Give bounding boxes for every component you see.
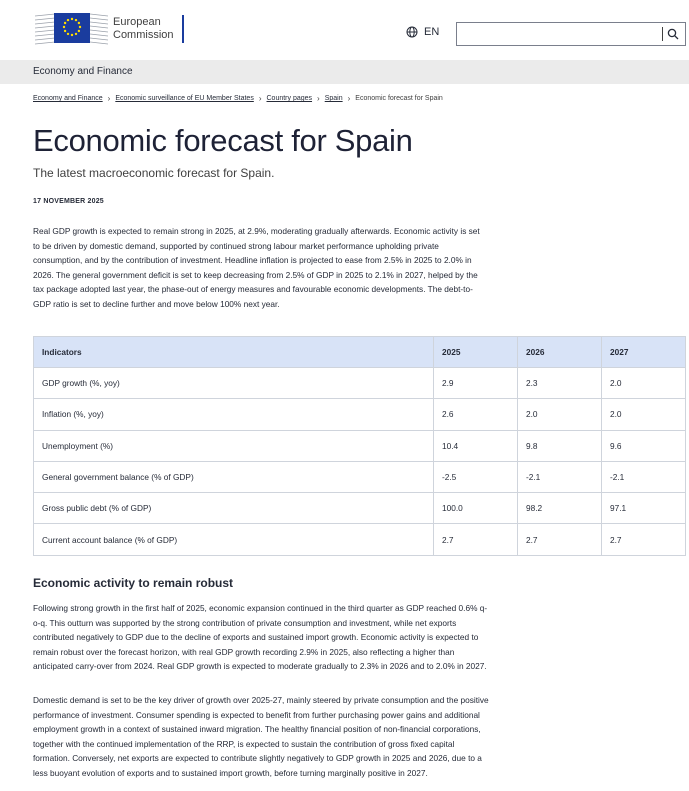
site-name-bar: Economy and Finance [0,60,689,84]
table-row: Current account balance (% of GDP) 2.7 2… [33,523,686,556]
breadcrumb-link-economic-surveillance[interactable]: Economic surveillance of EU Member State… [115,95,254,102]
table-cell: 2.6 [433,398,518,431]
breadcrumb-link-economy-finance[interactable]: Economy and Finance [33,95,103,102]
search-icon[interactable] [667,28,679,40]
table-row: GDP growth (%, yoy) 2.9 2.3 2.0 [33,366,686,400]
table-cell: 100.0 [433,492,518,525]
site-header: European Commission EN [0,0,689,60]
search-divider [662,27,663,41]
section-paragraph-1: Following strong growth in the first hal… [33,603,488,672]
table-header-cell: 2027 [601,336,686,368]
section-heading: Economic activity to remain robust [33,576,234,590]
publication-date: 17 NOVEMBER 2025 [33,198,104,205]
language-label: EN [424,26,440,38]
table-cell: GDP growth (%, yoy) [33,366,434,400]
table-cell: Gross public debt (% of GDP) [33,492,434,525]
section-paragraph-2: Domestic demand is set to be the key dri… [33,695,489,778]
chevron-right-icon: › [258,94,262,103]
breadcrumb-link-country-pages[interactable]: Country pages [266,95,313,102]
table-row: General government balance (% of GDP) -2… [33,460,686,494]
breadcrumb-current: Economic forecast for Spain [355,95,443,102]
indicators-table: Indicators 2025 2026 2027 GDP growth (%,… [33,336,686,556]
table-cell: Inflation (%, yoy) [33,398,434,431]
table-cell: 9.8 [517,429,602,462]
logo-line-2: Commission [113,29,174,41]
table-row: Unemployment (%) 10.4 9.8 9.6 [33,429,686,462]
logo-line-1: European [113,16,161,28]
table-cell: 2.7 [433,523,518,556]
search-input[interactable] [456,22,686,46]
intro-paragraph: Real GDP growth is expected to remain st… [33,226,480,309]
ec-logo[interactable]: European Commission [33,12,184,46]
table-cell: -2.1 [601,460,686,494]
table-cell: 98.2 [517,492,602,525]
page-title: Economic forecast for Spain [33,123,413,158]
table-row: Gross public debt (% of GDP) 100.0 98.2 … [33,492,686,525]
breadcrumb: Economy and Finance › Economic surveilla… [33,94,443,103]
table-cell: 10.4 [433,429,518,462]
table-header-row: Indicators 2025 2026 2027 [33,336,686,368]
table-row: Inflation (%, yoy) 2.6 2.0 2.0 [33,398,686,431]
table-header-cell: 2026 [517,336,602,368]
table-cell: 2.9 [433,366,518,400]
chevron-right-icon: › [347,94,351,103]
chevron-right-icon: › [317,94,320,103]
table-cell: 2.7 [601,523,686,556]
chevron-right-icon: › [107,94,111,103]
table-cell: 2.7 [517,523,602,556]
table-cell: -2.5 [433,460,518,494]
table-header-cell: 2025 [433,336,518,368]
table-cell: 97.1 [601,492,686,525]
table-cell: Unemployment (%) [33,429,434,462]
table-cell: 2.0 [601,366,686,400]
table-cell: 2.0 [517,398,602,431]
table-cell: 2.0 [601,398,686,431]
ec-logo-flag [33,12,109,46]
site-name-link[interactable]: Economy and Finance [33,66,133,77]
table-header-cell: Indicators [33,336,434,368]
table-cell: General government balance (% of GDP) [33,460,434,494]
ec-logo-text: European Commission [113,15,184,43]
language-selector[interactable]: EN [406,26,439,38]
table-cell: -2.1 [517,460,602,494]
breadcrumb-link-spain[interactable]: Spain [324,95,343,102]
page-subtitle: The latest macroeconomic forecast for Sp… [33,166,275,180]
table-cell: 2.3 [517,366,602,400]
globe-icon [406,26,418,38]
table-cell: Current account balance (% of GDP) [33,523,434,556]
table-cell: 9.6 [601,429,686,462]
